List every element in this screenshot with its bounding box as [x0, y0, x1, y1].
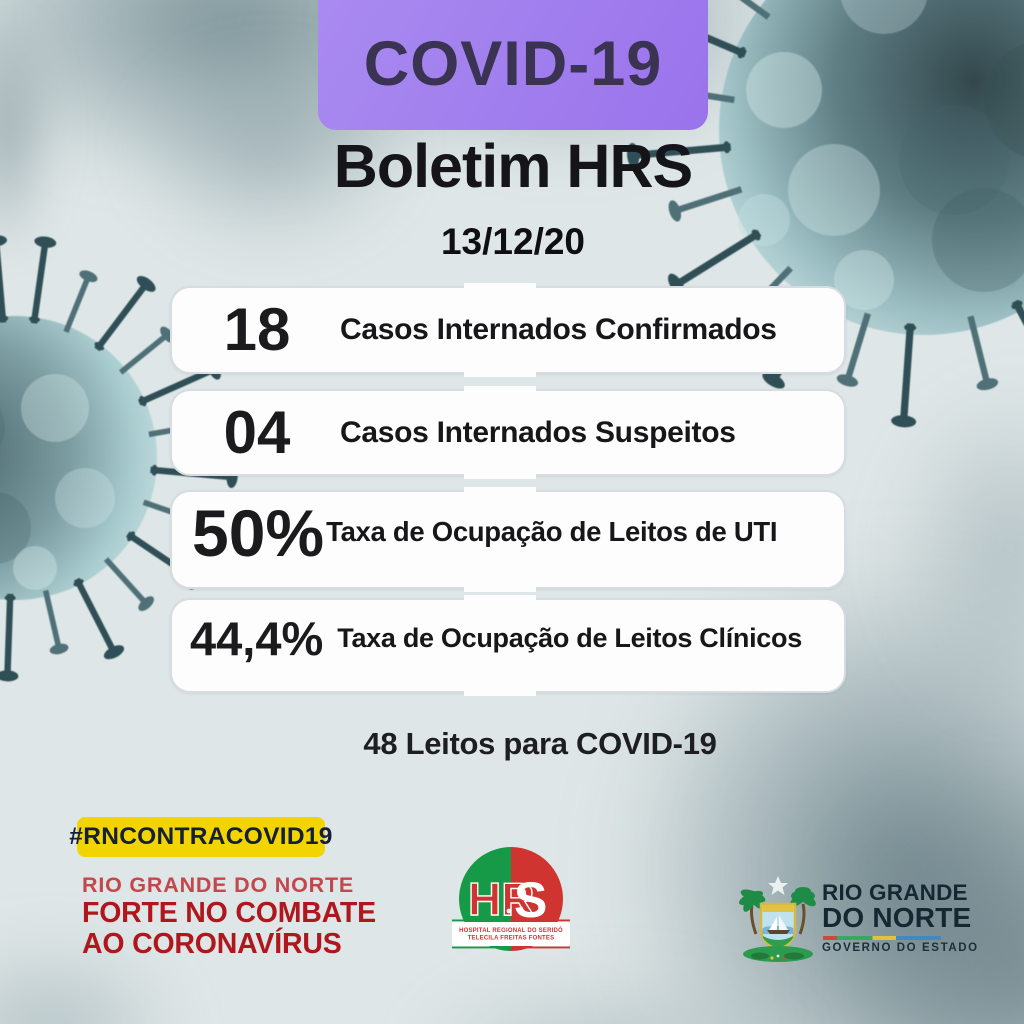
stat-label: Taxa de Ocupação de Leitos de UTI: [326, 516, 778, 548]
hrs-monogram-hr: HR: [468, 873, 534, 925]
coronavirus-illustration-top-right: [626, 0, 1024, 429]
card-notch: [464, 470, 536, 479]
card-notch: [464, 368, 536, 377]
campaign-slogan: FORTE NO COMBATE AO CORONAVÍRUS: [82, 898, 376, 960]
rn-gov-line2: DO NORTE: [822, 902, 972, 933]
rn-gov-color-bar: [823, 936, 941, 940]
stat-value: 44,4%: [190, 612, 324, 665]
rn-coat-of-arms: [739, 876, 816, 962]
card-notch: [464, 283, 536, 292]
covid-badge-label: COVID-19: [363, 29, 663, 99]
card-notch: [464, 487, 536, 496]
stat-value: 18: [223, 296, 291, 363]
hrs-banner-line2: TELECILA FREITAS FONTES: [468, 936, 555, 942]
hashtag-label: #RNCONTRACOVID19: [69, 823, 333, 850]
hrs-monogram-dot: [506, 908, 512, 914]
rn-gov-subtitle: GOVERNO DO ESTADO: [822, 942, 979, 954]
hrs-banner-line1: HOSPITAL REGIONAL DO SERIDÓ: [459, 926, 563, 934]
campaign-slogan-line2: AO CORONAVÍRUS: [82, 928, 342, 960]
card-notch: [464, 687, 536, 696]
stat-card-suspected: 04 Casos Internados Suspeitos: [170, 386, 846, 479]
stat-label: Taxa de Ocupação de Leitos Clínicos: [337, 623, 802, 654]
stat-label: Casos Internados Confirmados: [340, 313, 777, 347]
campaign-slogan-line1: FORTE NO COMBATE: [82, 897, 376, 929]
stat-card-icu-occupancy: 50% Taxa de Ocupação de Leitos de UTI: [170, 487, 846, 592]
rn-government-logo: RIO GRANDE DO NORTE GOVERNO DO ESTADO: [736, 868, 986, 972]
bulletin-date: 13/12/20: [440, 221, 586, 262]
stat-label: Casos Internados Suspeitos: [340, 415, 736, 449]
coronavirus-illustration-left: [0, 234, 239, 682]
campaign-region: RIO GRANDE DO NORTE: [82, 873, 355, 897]
hashtag-badge: #RNCONTRACOVID19: [69, 817, 332, 857]
card-notch: [464, 583, 536, 592]
stat-card-confirmed: 18 Casos Internados Confirmados: [170, 283, 846, 377]
beds-summary: 48 Leitos para COVID-19: [363, 726, 717, 761]
stat-card-clinical-occupancy: 44,4% Taxa de Ocupação de Leitos Clínico…: [170, 595, 846, 696]
stat-value: 04: [223, 398, 291, 466]
stat-value: 50%: [192, 495, 325, 570]
covid-badge: COVID-19: [318, 0, 708, 130]
hrs-monogram-s: S: [514, 872, 547, 928]
card-notch: [464, 595, 536, 604]
hrs-hospital-logo: HR S HOSPITAL REGIONAL DO SERIDÓ TELECIL…: [452, 847, 570, 951]
rn-gov-line1: RIO GRANDE: [822, 880, 968, 905]
card-notch: [464, 386, 536, 395]
bulletin-title: Boletim HRS: [333, 132, 693, 200]
